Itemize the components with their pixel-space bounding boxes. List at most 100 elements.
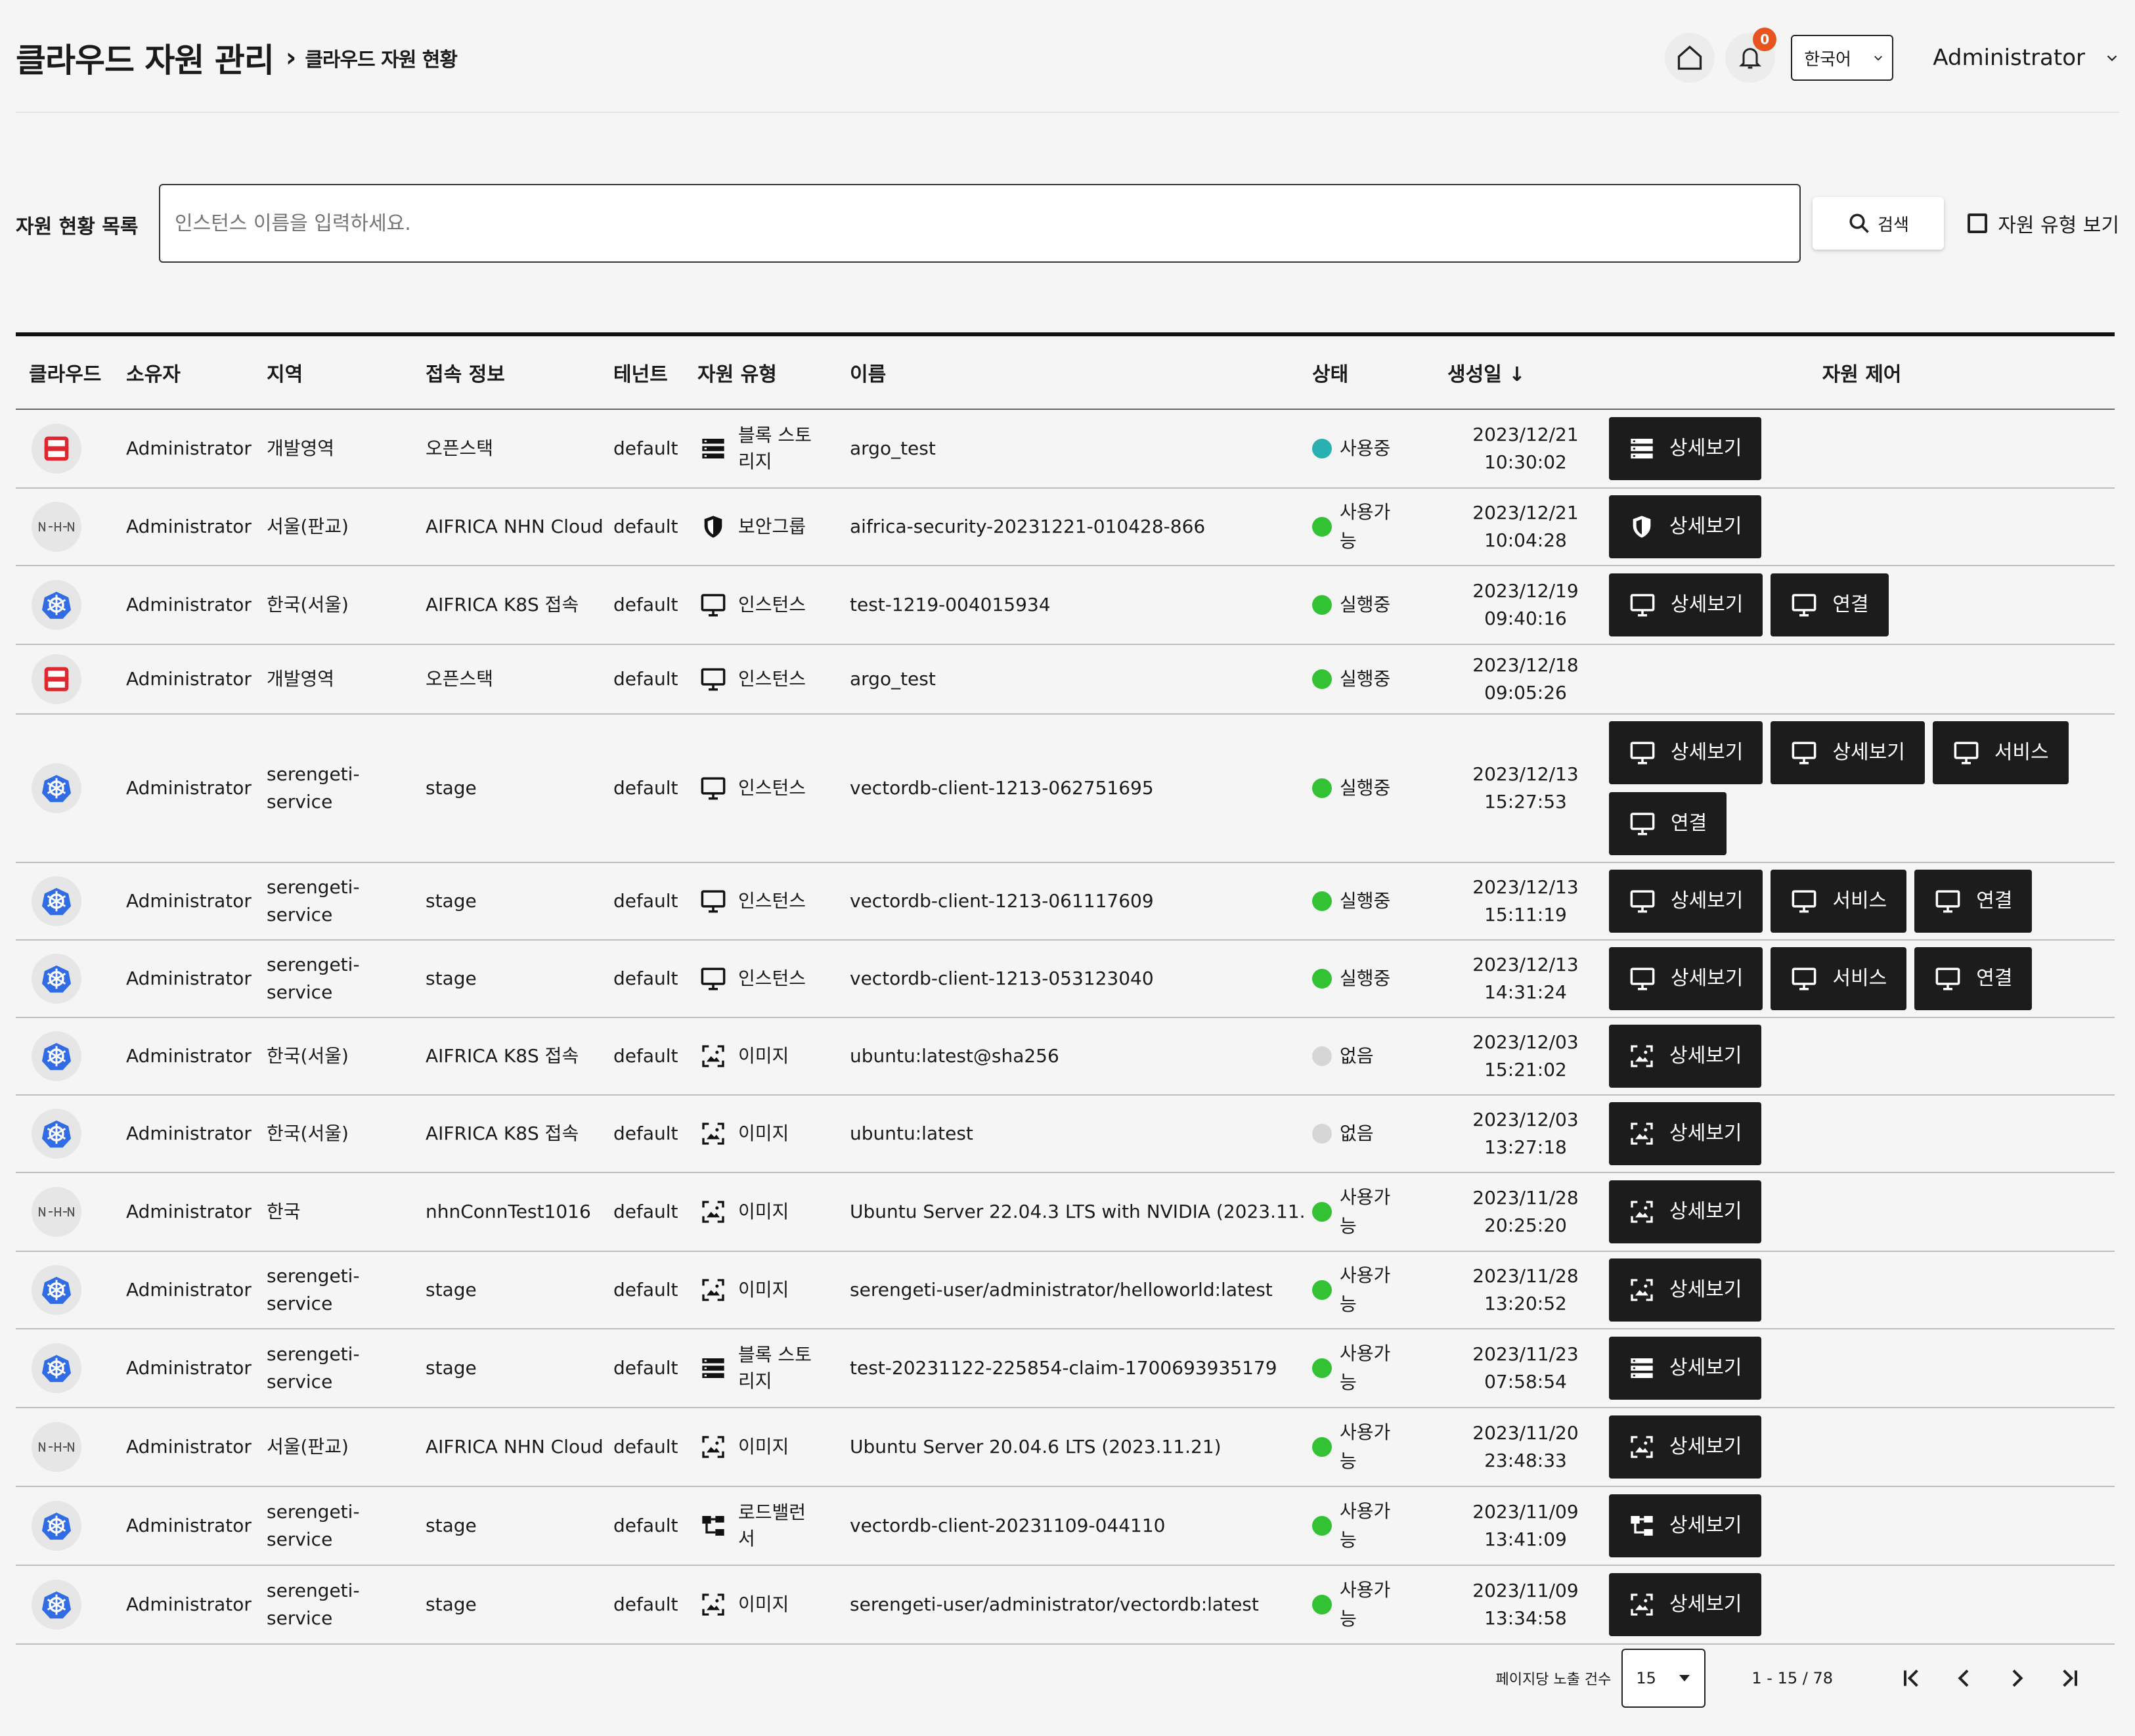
service-button[interactable]: 서비스 — [1771, 870, 1907, 933]
search-bar: 자원 현황 목록 검색 자원 유형 보기 — [16, 184, 2119, 263]
user-menu[interactable]: Administrator — [1933, 45, 2119, 71]
detail-button[interactable]: 상세보기 — [1609, 1102, 1762, 1165]
table-row[interactable]: Administrator 개발영역 오픈스택 default 블록 스토리지 … — [16, 409, 2115, 488]
col-status[interactable]: 상태 — [1312, 363, 1349, 386]
created-time: 10:04:28 — [1484, 529, 1567, 551]
cell-access: AIFRICA NHN Cloud — [426, 516, 604, 537]
detail-button[interactable]: 상세보기 — [1609, 1180, 1762, 1243]
table-row[interactable]: Administrator 서울(판교) AIFRICA NHN Cloud d… — [16, 488, 2115, 566]
cell-status: 없음 — [1307, 1095, 1442, 1172]
language-select[interactable]: 한국어 — [1791, 35, 1894, 81]
cell-status: 사용가능 — [1307, 1486, 1442, 1565]
status-dot — [1312, 1516, 1332, 1536]
created-date: 2023/11/28 — [1472, 1187, 1579, 1209]
status-label: 실행중 — [1340, 890, 1391, 912]
next-page-button[interactable] — [1991, 1665, 2043, 1691]
cell-access: stage — [426, 777, 477, 799]
cell-region: 한국 — [267, 1201, 301, 1222]
table-row[interactable]: Administrator 한국(서울) AIFRICA K8S 접속 defa… — [16, 1095, 2115, 1172]
resource-type-label: 이미지 — [738, 1436, 789, 1458]
col-region[interactable]: 지역 — [267, 363, 303, 386]
table-row[interactable]: Administrator serengeti-service stage de… — [16, 1251, 2115, 1329]
cell-name: serengeti-user/administrator/helloworld:… — [850, 1279, 1273, 1301]
col-resource-type[interactable]: 자원 유형 — [697, 363, 777, 386]
col-tenant[interactable]: 테넌트 — [613, 363, 668, 386]
cell-cloud — [16, 1486, 121, 1565]
per-page-select[interactable]: 15 — [1621, 1649, 1706, 1708]
cell-owner: Administrator — [126, 668, 252, 690]
k8s-logo-icon — [32, 1109, 81, 1159]
openstack-logo-icon — [32, 424, 81, 474]
k8s-logo-icon — [32, 1031, 81, 1081]
detail-button[interactable]: 상세보기 — [1609, 1415, 1762, 1479]
button-label: 상세보기 — [1669, 515, 1742, 538]
table-row[interactable]: Administrator serengeti-service stage de… — [16, 862, 2115, 940]
table-row[interactable]: Administrator 서울(판교) AIFRICA NHN Cloud d… — [16, 1408, 2115, 1486]
detail-button[interactable]: 상세보기 — [1609, 1025, 1762, 1088]
cell-resource-type: 인스턴스 — [692, 940, 845, 1017]
table-row[interactable]: Administrator serengeti-service stage de… — [16, 714, 2115, 862]
status-dot — [1312, 1202, 1332, 1222]
cell-resource-type: 이미지 — [692, 1251, 845, 1329]
detail-button[interactable]: 상세보기 — [1609, 1337, 1762, 1400]
lb-icon — [697, 1510, 729, 1542]
detail-button[interactable]: 상세보기 — [1609, 573, 1763, 636]
k8s-logo-icon — [32, 1501, 81, 1551]
connect-button[interactable]: 연결 — [1914, 870, 2033, 933]
connect-button[interactable]: 연결 — [1914, 947, 2033, 1010]
detail-button[interactable]: 상세보기 — [1771, 721, 1925, 784]
col-name[interactable]: 이름 — [850, 363, 887, 386]
cell-status: 사용가능 — [1307, 1251, 1442, 1329]
table-row[interactable]: Administrator serengeti-service stage de… — [16, 940, 2115, 1017]
detail-button[interactable]: 상세보기 — [1609, 1494, 1762, 1557]
service-button[interactable]: 서비스 — [1932, 721, 2069, 784]
monitor-icon — [1952, 739, 1994, 767]
home-icon — [1678, 45, 1702, 70]
cell-control — [1604, 644, 2115, 714]
home-button[interactable] — [1665, 33, 1715, 83]
detail-button[interactable]: 상세보기 — [1609, 870, 1763, 933]
resource-type-toggle[interactable]: 자원 유형 보기 — [1968, 209, 2119, 238]
col-access[interactable]: 접속 정보 — [426, 363, 505, 386]
col-created[interactable]: 생성일 ↓ — [1447, 363, 1526, 386]
connect-button[interactable]: 연결 — [1609, 792, 1727, 855]
table-row[interactable]: Administrator serengeti-service stage de… — [16, 1565, 2115, 1644]
status-label: 사용가능 — [1340, 1343, 1391, 1393]
table-row[interactable]: Administrator serengeti-service stage de… — [16, 1329, 2115, 1408]
detail-button[interactable]: 상세보기 — [1609, 1573, 1762, 1636]
created-date: 2023/11/09 — [1472, 1501, 1579, 1523]
table-row[interactable]: Administrator 한국(서울) AIFRICA K8S 접속 defa… — [16, 566, 2115, 644]
table-row[interactable]: Administrator serengeti-service stage de… — [16, 1486, 2115, 1565]
pagination: 페이지당 노출 건수 15 1 - 15 / 78 — [1495, 1649, 2096, 1708]
button-label: 상세보기 — [1669, 1435, 1742, 1458]
detail-button[interactable]: 상세보기 — [1609, 1258, 1762, 1322]
first-page-button[interactable] — [1885, 1665, 1938, 1691]
col-cloud[interactable]: 클라우드 — [29, 363, 102, 386]
connect-button[interactable]: 연결 — [1771, 573, 1889, 636]
cell-cloud — [16, 1017, 121, 1095]
status-dot — [1312, 1124, 1332, 1144]
table-row[interactable]: Administrator 개발영역 오픈스택 default 인스턴스 arg… — [16, 644, 2115, 714]
cell-created: 2023/11/09 13:41:09 — [1442, 1486, 1604, 1565]
last-page-button[interactable] — [2043, 1665, 2096, 1691]
detail-button[interactable]: 상세보기 — [1609, 417, 1762, 480]
cell-owner: Administrator — [126, 777, 252, 799]
cell-access: stage — [426, 1593, 477, 1615]
service-button[interactable]: 서비스 — [1771, 947, 1907, 1010]
notification-button[interactable]: 0 — [1725, 28, 1777, 83]
cell-owner: Administrator — [126, 1279, 252, 1301]
search-button[interactable]: 검색 — [1813, 197, 1944, 250]
detail-button[interactable]: 상세보기 — [1609, 947, 1763, 1010]
detail-button[interactable]: 상세보기 — [1609, 721, 1763, 784]
prev-page-button[interactable] — [1938, 1665, 1991, 1691]
search-input[interactable] — [159, 184, 1801, 263]
table-row[interactable]: Administrator 한국(서울) AIFRICA K8S 접속 defa… — [16, 1017, 2115, 1095]
resource-type-checkbox[interactable] — [1968, 213, 1988, 233]
detail-button[interactable]: 상세보기 — [1609, 495, 1762, 558]
storage-icon — [697, 1352, 729, 1384]
col-owner[interactable]: 소유자 — [126, 363, 181, 386]
image-icon — [697, 1274, 729, 1306]
created-time: 13:20:52 — [1484, 1293, 1567, 1314]
table-row[interactable]: Administrator 한국 nhnConnTest1016 default… — [16, 1172, 2115, 1251]
cell-access: 오픈스택 — [426, 437, 494, 459]
